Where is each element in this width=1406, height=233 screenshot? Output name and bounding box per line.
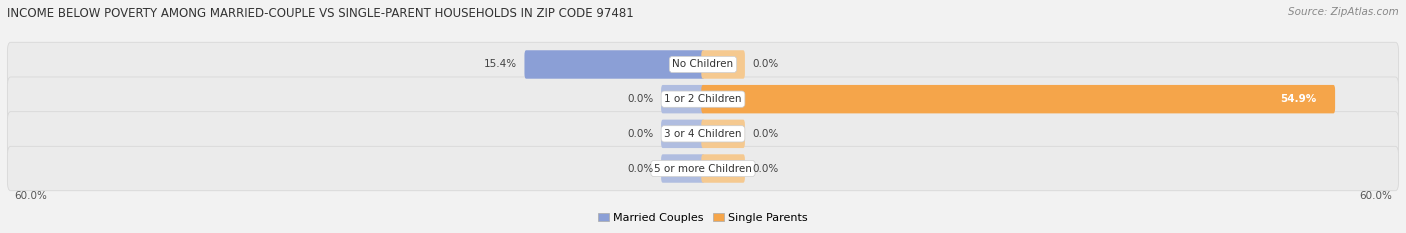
Text: 5 or more Children: 5 or more Children	[654, 164, 752, 174]
FancyBboxPatch shape	[702, 154, 745, 183]
Text: 60.0%: 60.0%	[14, 191, 46, 201]
Text: 60.0%: 60.0%	[1360, 191, 1392, 201]
Text: No Children: No Children	[672, 59, 734, 69]
FancyBboxPatch shape	[7, 146, 1399, 191]
FancyBboxPatch shape	[7, 42, 1399, 87]
Text: 0.0%: 0.0%	[627, 129, 654, 139]
FancyBboxPatch shape	[661, 154, 704, 183]
FancyBboxPatch shape	[661, 120, 704, 148]
Text: 1 or 2 Children: 1 or 2 Children	[664, 94, 742, 104]
Legend: Married Couples, Single Parents: Married Couples, Single Parents	[593, 208, 813, 227]
FancyBboxPatch shape	[661, 85, 704, 113]
FancyBboxPatch shape	[702, 50, 745, 79]
Text: 0.0%: 0.0%	[627, 94, 654, 104]
Text: 0.0%: 0.0%	[752, 129, 779, 139]
Text: 3 or 4 Children: 3 or 4 Children	[664, 129, 742, 139]
Text: 0.0%: 0.0%	[752, 59, 779, 69]
FancyBboxPatch shape	[702, 120, 745, 148]
FancyBboxPatch shape	[7, 77, 1399, 121]
Text: 54.9%: 54.9%	[1279, 94, 1316, 104]
Text: Source: ZipAtlas.com: Source: ZipAtlas.com	[1288, 7, 1399, 17]
FancyBboxPatch shape	[524, 50, 704, 79]
Text: 0.0%: 0.0%	[627, 164, 654, 174]
Text: INCOME BELOW POVERTY AMONG MARRIED-COUPLE VS SINGLE-PARENT HOUSEHOLDS IN ZIP COD: INCOME BELOW POVERTY AMONG MARRIED-COUPL…	[7, 7, 634, 20]
FancyBboxPatch shape	[702, 85, 1336, 113]
Text: 0.0%: 0.0%	[752, 164, 779, 174]
FancyBboxPatch shape	[7, 112, 1399, 156]
Text: 15.4%: 15.4%	[484, 59, 517, 69]
